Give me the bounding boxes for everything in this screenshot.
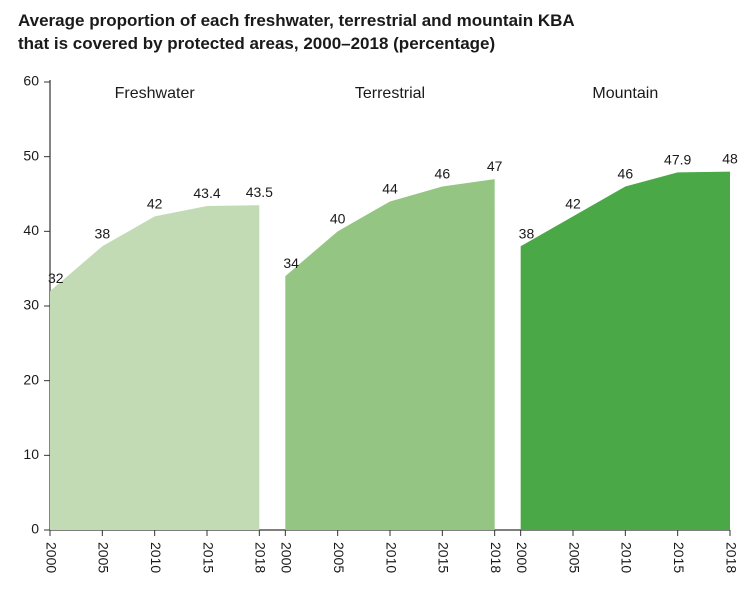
x-tick-label: 2015 [200, 542, 216, 573]
x-tick-label: 2010 [383, 542, 399, 573]
series-label: Freshwater [115, 85, 196, 102]
y-tick-label: 20 [23, 371, 39, 387]
value-label: 43.5 [246, 184, 273, 200]
value-label: 34 [283, 255, 299, 271]
value-label: 38 [519, 225, 535, 241]
x-tick-label: 2018 [488, 542, 504, 573]
chart-svg: 0 10 20 30 40 50 60 Freshwater 32 38 42 43.4 43.5 Ter… [0, 0, 748, 615]
area-mountain [521, 172, 730, 530]
value-label: 46 [435, 166, 451, 182]
x-tick-label: 2000 [279, 542, 295, 573]
y-tick-label: 10 [23, 446, 39, 462]
y-tick-label: 30 [23, 297, 39, 313]
value-label: 43.4 [193, 185, 220, 201]
y-tick-label: 50 [23, 147, 39, 163]
x-tick-label: 2018 [723, 542, 739, 573]
x-tick-label: 2000 [43, 542, 59, 573]
value-label: 48 [722, 151, 738, 167]
x-tick-label: 2010 [148, 542, 164, 573]
value-label: 47.9 [664, 151, 691, 167]
value-label: 32 [48, 270, 64, 286]
y-tick-label: 0 [31, 521, 39, 537]
value-label: 42 [147, 195, 163, 211]
value-label: 38 [95, 225, 111, 241]
x-tick-label: 2005 [566, 542, 582, 573]
x-tick-label: 2018 [253, 542, 269, 573]
x-tick-label: 2015 [671, 542, 687, 573]
series-label: Mountain [592, 85, 658, 102]
value-label: 40 [330, 210, 346, 226]
y-tick-label: 60 [23, 73, 39, 89]
value-label: 47 [487, 158, 503, 174]
value-label: 46 [618, 166, 634, 182]
series-label: Terrestrial [355, 85, 425, 102]
x-tick-label: 2005 [331, 542, 347, 573]
x-tick-label: 2010 [619, 542, 635, 573]
y-tick-label: 40 [23, 222, 39, 238]
chart-title: Average proportion of each freshwater, t… [18, 10, 575, 56]
value-label: 42 [565, 195, 581, 211]
x-tick-label: 2000 [514, 542, 530, 573]
area-freshwater [50, 205, 259, 530]
chart-container: Average proportion of each freshwater, t… [0, 0, 748, 615]
x-tick-label: 2015 [436, 542, 452, 573]
value-label: 44 [382, 180, 398, 196]
area-terrestrial [285, 179, 494, 530]
x-tick-label: 2005 [96, 542, 112, 573]
